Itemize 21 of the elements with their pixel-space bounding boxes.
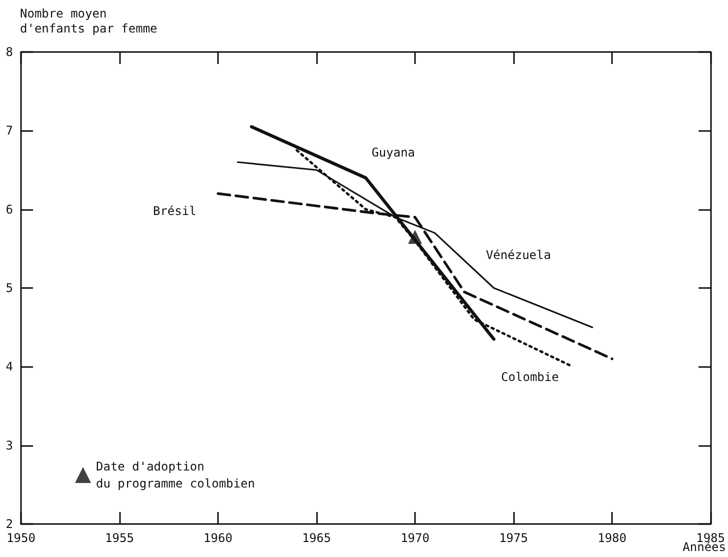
series-label: Colombie — [501, 370, 559, 384]
y-tick-label: 3 — [6, 438, 13, 452]
y-tick-label: 8 — [6, 45, 13, 59]
y-tick-label: 7 — [6, 124, 13, 138]
y-tick-label: 2 — [6, 517, 13, 531]
series-label: Vénézuela — [486, 248, 551, 262]
series-label: Guyana — [372, 146, 416, 160]
x-tick-label: 1970 — [400, 531, 430, 545]
y-tick-label: 4 — [6, 360, 13, 374]
legend-label: Date d'adoption du programme colombien — [96, 460, 255, 490]
x-axis-title: Années — [682, 540, 726, 554]
y-tick-label: 6 — [6, 202, 13, 216]
x-tick-label: 1955 — [105, 531, 134, 545]
y-axis-title: Nombre moyen d'enfants par femme — [20, 6, 158, 36]
x-tick-label: 1950 — [6, 531, 36, 545]
x-tick-label: 1975 — [499, 531, 528, 545]
y-tick-label: 5 — [6, 281, 13, 295]
x-tick-label: 1980 — [598, 531, 626, 545]
x-tick-label: 1960 — [204, 531, 232, 545]
x-tick-label: 1965 — [302, 531, 331, 545]
series-label: Brésil — [152, 204, 196, 218]
